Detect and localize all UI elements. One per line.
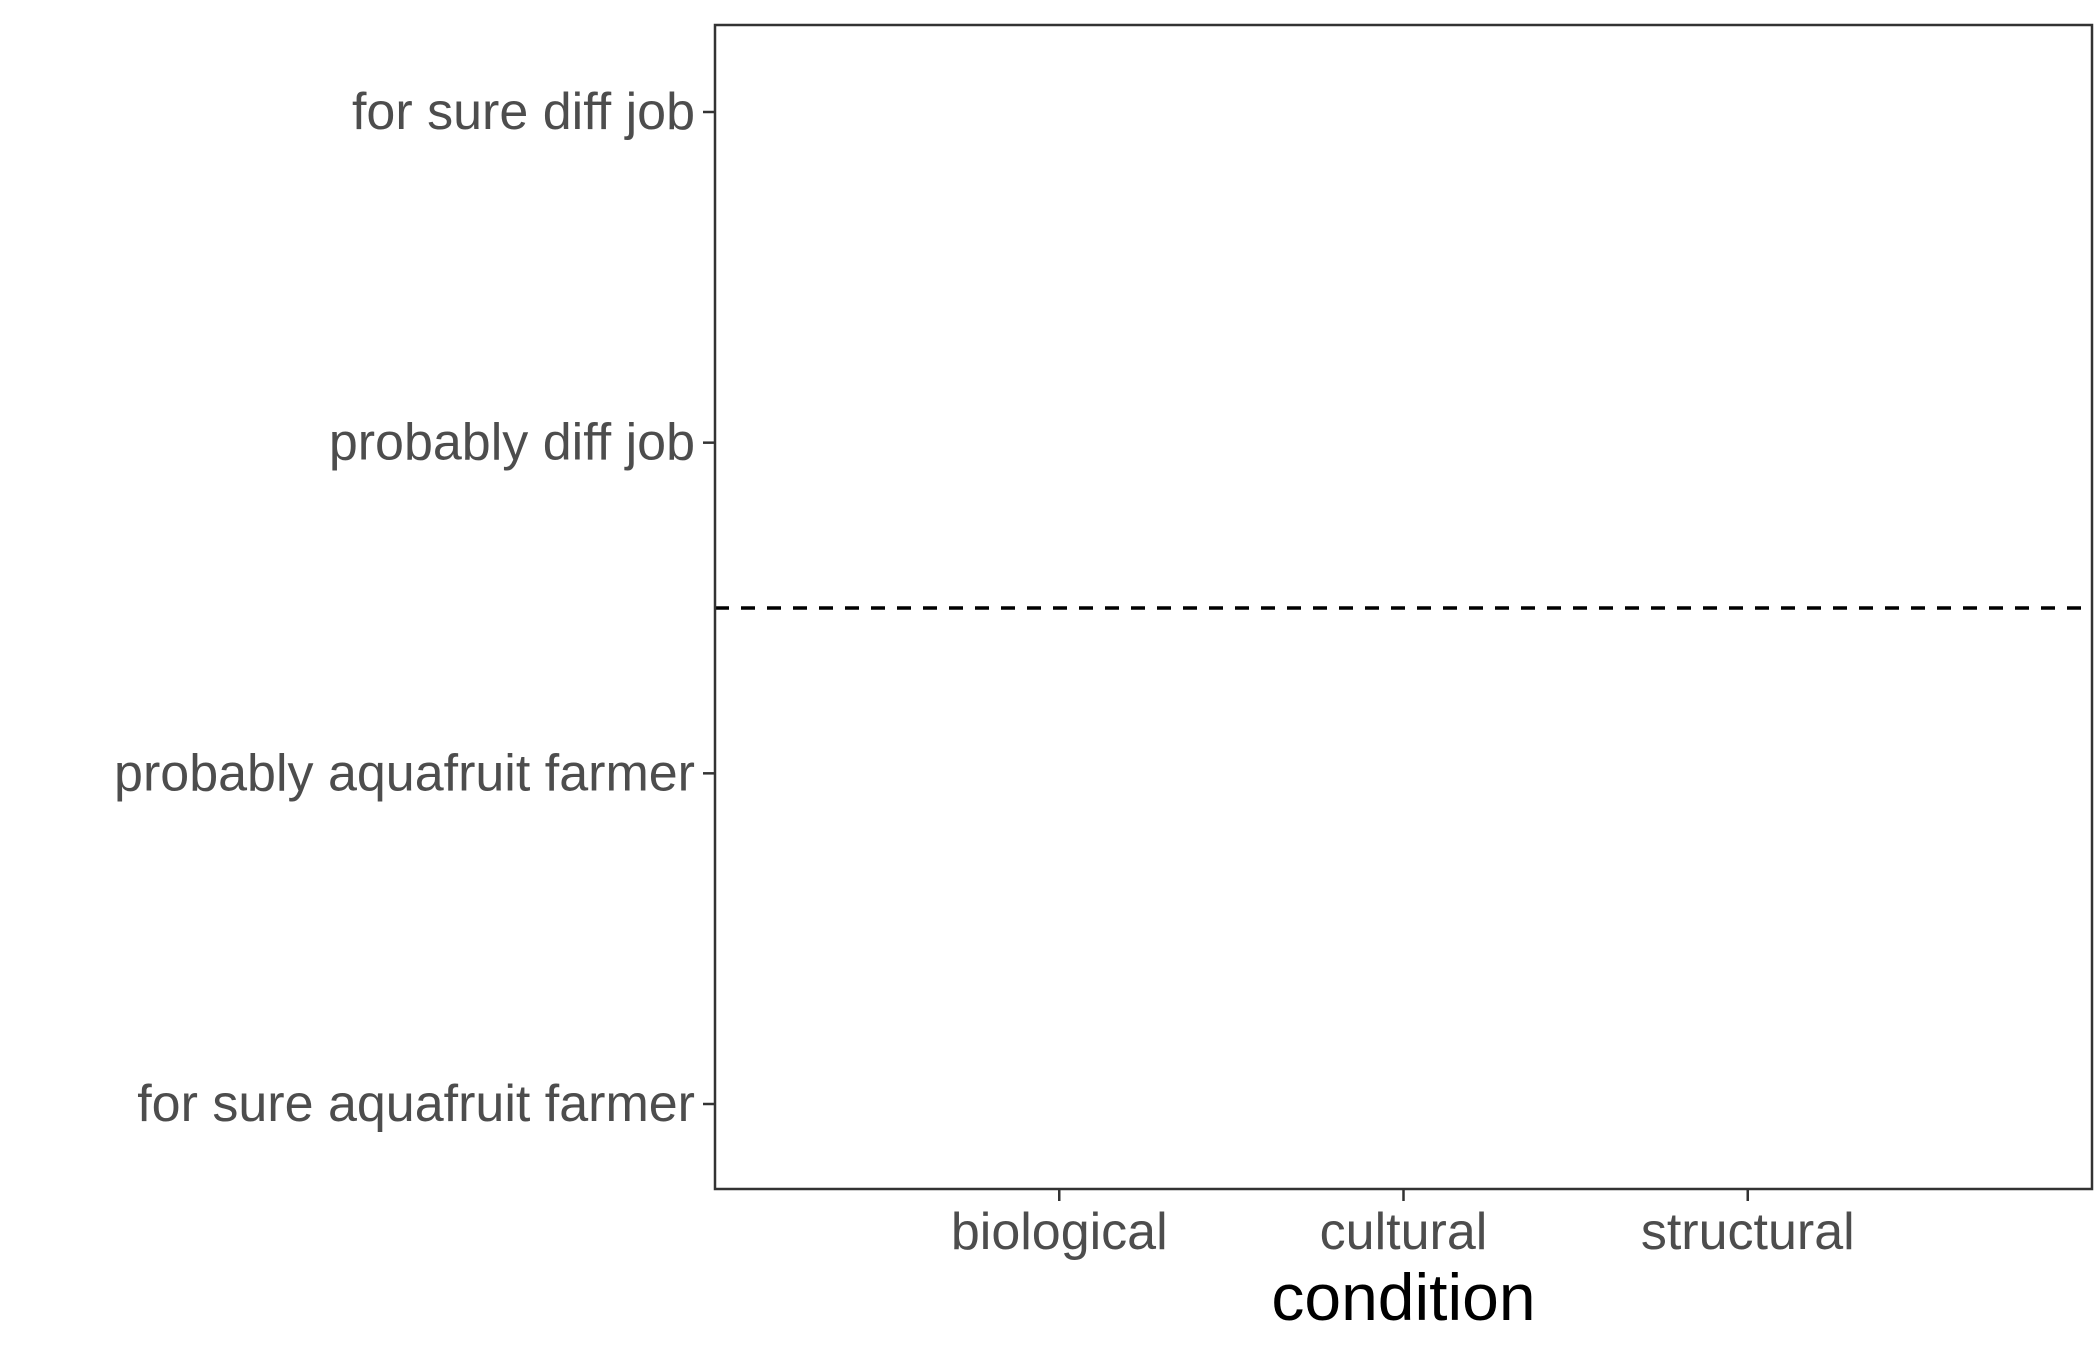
y-axis: for sure aquafruit farmer probably aquafr… bbox=[114, 83, 715, 1133]
x-axis: biological cultural structural bbox=[951, 1189, 1855, 1261]
y-tick-label: probably diff job bbox=[329, 414, 695, 472]
x-tick-label: cultural bbox=[1320, 1203, 1488, 1261]
x-tick-label: structural bbox=[1641, 1203, 1855, 1261]
x-axis-title: condition bbox=[1271, 1260, 1535, 1334]
y-tick-label: for sure aquafruit farmer bbox=[137, 1075, 695, 1133]
x-tick-label: biological bbox=[951, 1203, 1168, 1261]
y-tick-label: for sure diff job bbox=[352, 83, 695, 141]
y-tick-label: probably aquafruit farmer bbox=[114, 744, 695, 802]
